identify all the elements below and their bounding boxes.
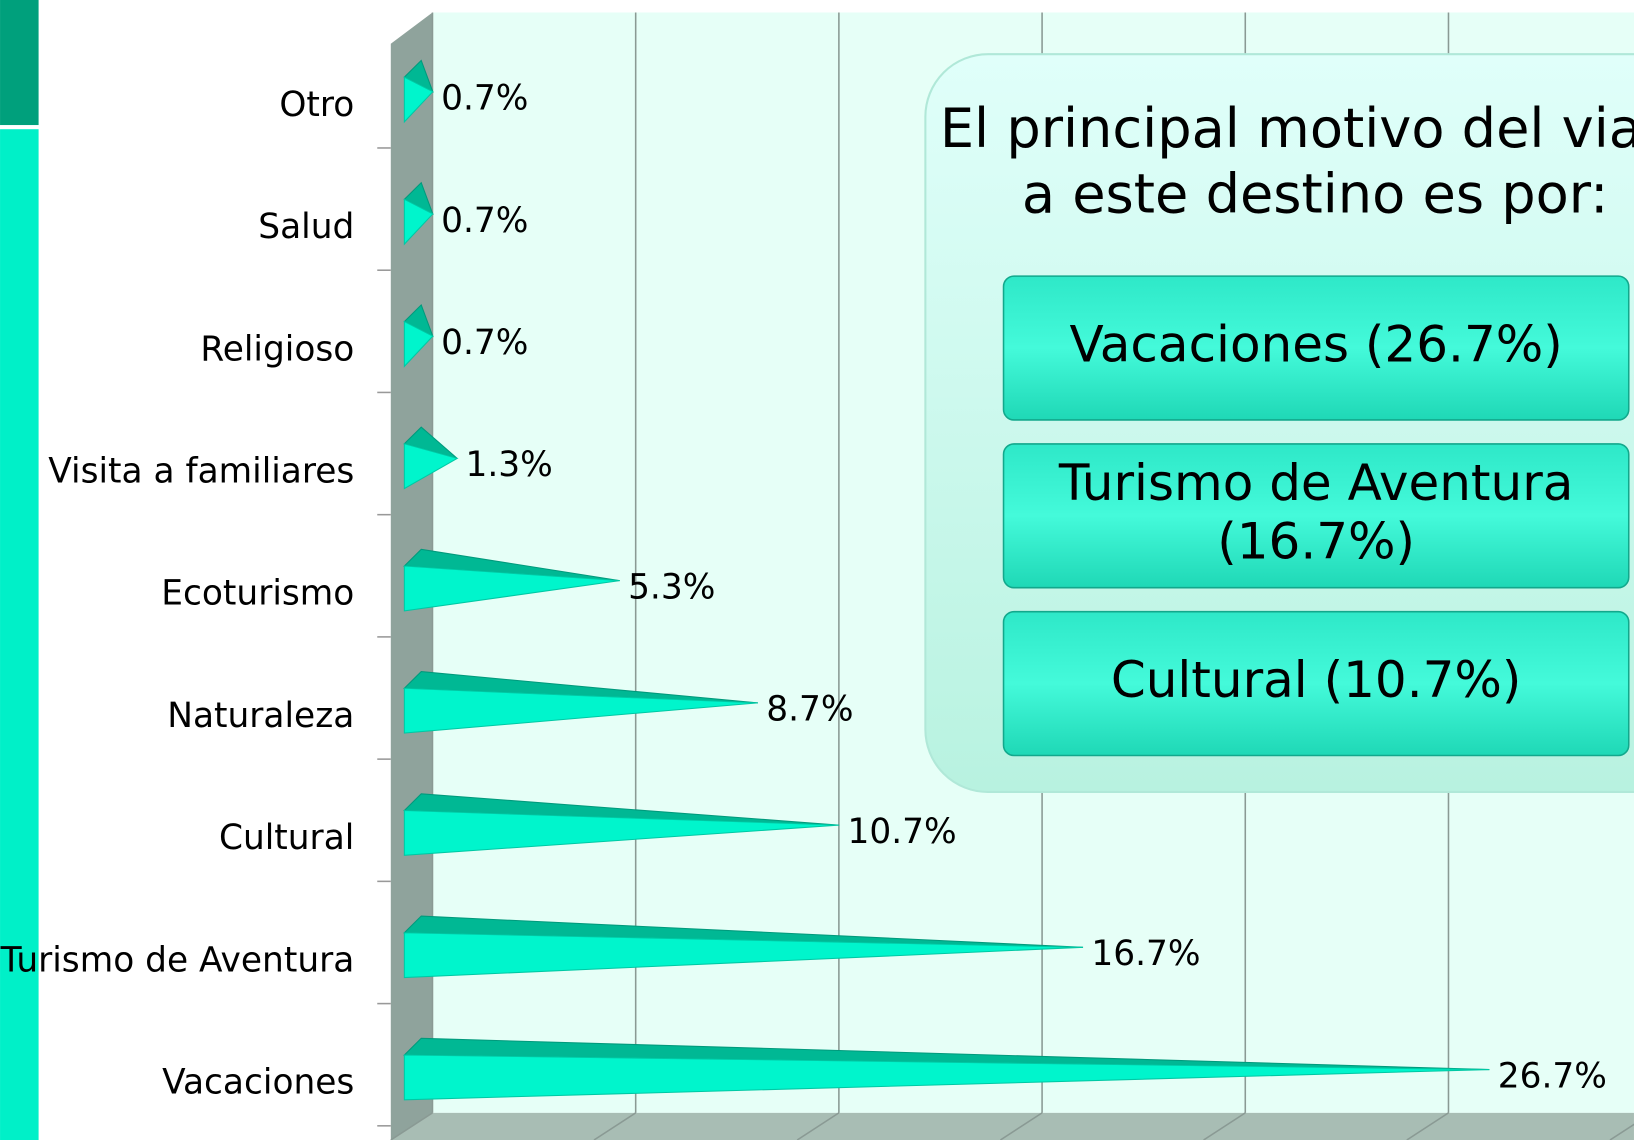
bar [403,793,840,856]
floor-grid-line [796,1112,840,1140]
floor-grid-line [593,1112,637,1140]
value-label: 1.3% [466,445,553,485]
value-label: 0.7% [441,201,528,241]
callout-item-text: Vacaciones (26.7%) [1069,316,1562,374]
floor-grid-line [1609,1123,1634,1140]
category-label: Cultural [219,818,354,858]
bar-front [403,198,434,246]
callout-box [924,53,1634,793]
bar [403,426,459,490]
bar [403,548,620,612]
bar [403,1037,1490,1101]
category-label: Religioso [200,329,354,369]
callout-item-text: Cultural (10.7%) [1111,651,1522,709]
category-label: Vacaciones [162,1063,354,1103]
callout-item-text: (16.7%) [1217,512,1415,570]
bar-front [403,809,840,856]
bar-front [403,76,434,124]
floor-grid-line [1203,1112,1246,1140]
bar-front [403,320,434,368]
side-bar-top [0,0,39,126]
floor-grid-line [999,1112,1043,1140]
value-label: 0.7% [441,79,528,119]
value-label: 10.7% [848,812,957,852]
bar [403,915,1084,979]
category-label: Visita a familiares [48,451,354,491]
bar-front [403,443,459,490]
callout-item-box [1002,610,1630,757]
category-label: Turismo de Aventura [0,940,354,980]
bar-front [403,565,620,612]
value-label: 8.7% [766,690,853,730]
callout-title: El principal motivo del viaje [940,97,1634,160]
category-label: Ecoturismo [161,574,354,614]
bar [403,671,758,734]
value-label: 26.7% [1498,1056,1607,1096]
value-label: 5.3% [628,567,715,607]
plot-floor [390,1112,1634,1140]
bar-front [403,687,758,734]
bar [403,59,434,124]
bar [403,303,434,368]
callout-title: a este destino es por: [1022,163,1609,226]
callout-item-box [1002,275,1630,421]
bar-front [403,1054,1490,1101]
floor-grid-line [1406,1112,1449,1140]
callout-item-box [1002,443,1630,589]
category-label: Salud [258,207,354,247]
category-label: Naturaleza [167,696,354,736]
bar [403,181,434,246]
side-bar [0,129,39,1140]
value-label: 0.7% [441,323,528,363]
category-label: Otro [279,85,354,125]
floor-grid-line [390,1112,433,1140]
callout-item-text: Turismo de Aventura [1058,454,1574,512]
bar-front [403,932,1084,979]
value-label: 16.7% [1091,934,1200,974]
